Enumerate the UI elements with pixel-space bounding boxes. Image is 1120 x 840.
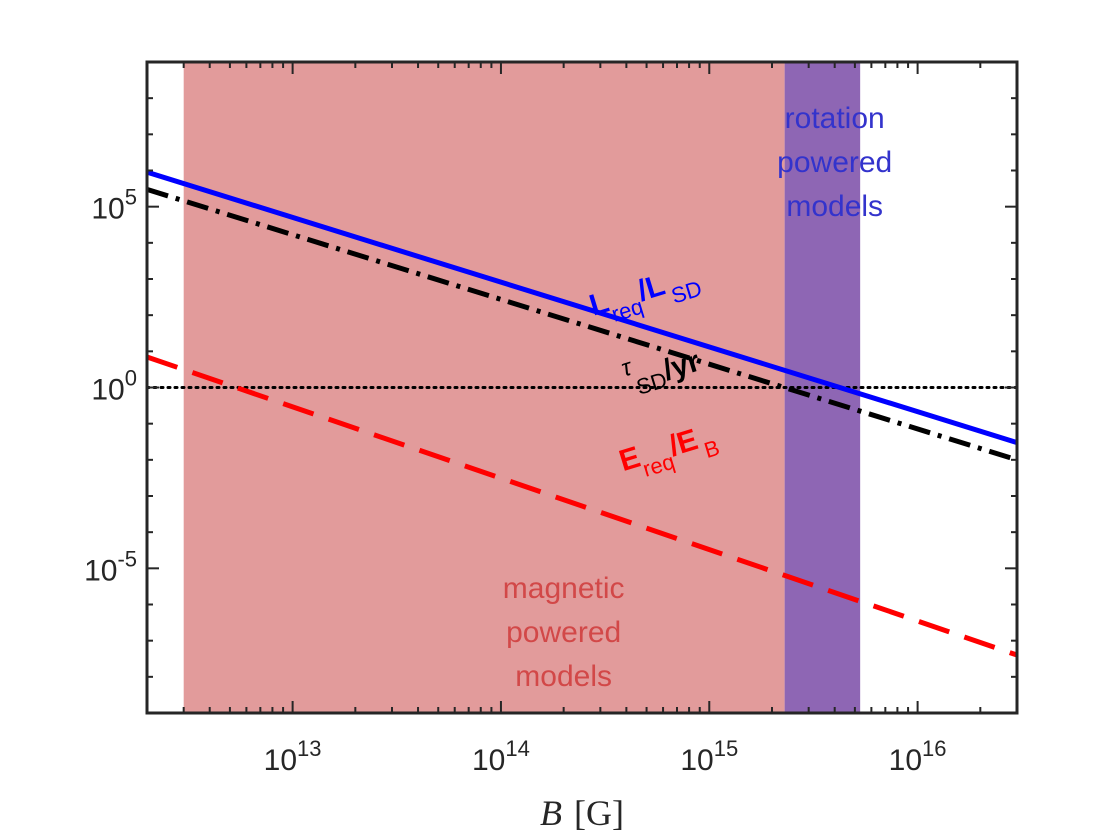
region-labels: magnetic powered models rotation powered mode…	[503, 102, 892, 693]
tick-labels: 1013 1014 1015 1016 105 100 10-5	[84, 185, 946, 777]
shaded-regions	[183, 62, 861, 713]
magnetic-region-label: magnetic powered models	[503, 572, 625, 693]
x-tick-label: 1014	[472, 736, 530, 777]
x-tick-label: 1016	[889, 736, 947, 777]
x-tick-label: 1013	[264, 736, 322, 777]
series-line-0	[147, 169, 1017, 445]
y-tick-label: 100	[91, 366, 137, 407]
series-lines	[147, 169, 1017, 658]
series-line-2	[147, 354, 1017, 658]
y-tick-label: 10-5	[84, 546, 137, 587]
x-tick-label: 1015	[680, 736, 738, 777]
rotation-region-label: rotation powered models	[777, 102, 892, 223]
series-line-1	[147, 187, 1017, 463]
axes-box	[145, 60, 1019, 715]
y-tick-label: 105	[91, 185, 137, 226]
x-axis-label: B [G]	[540, 793, 624, 833]
